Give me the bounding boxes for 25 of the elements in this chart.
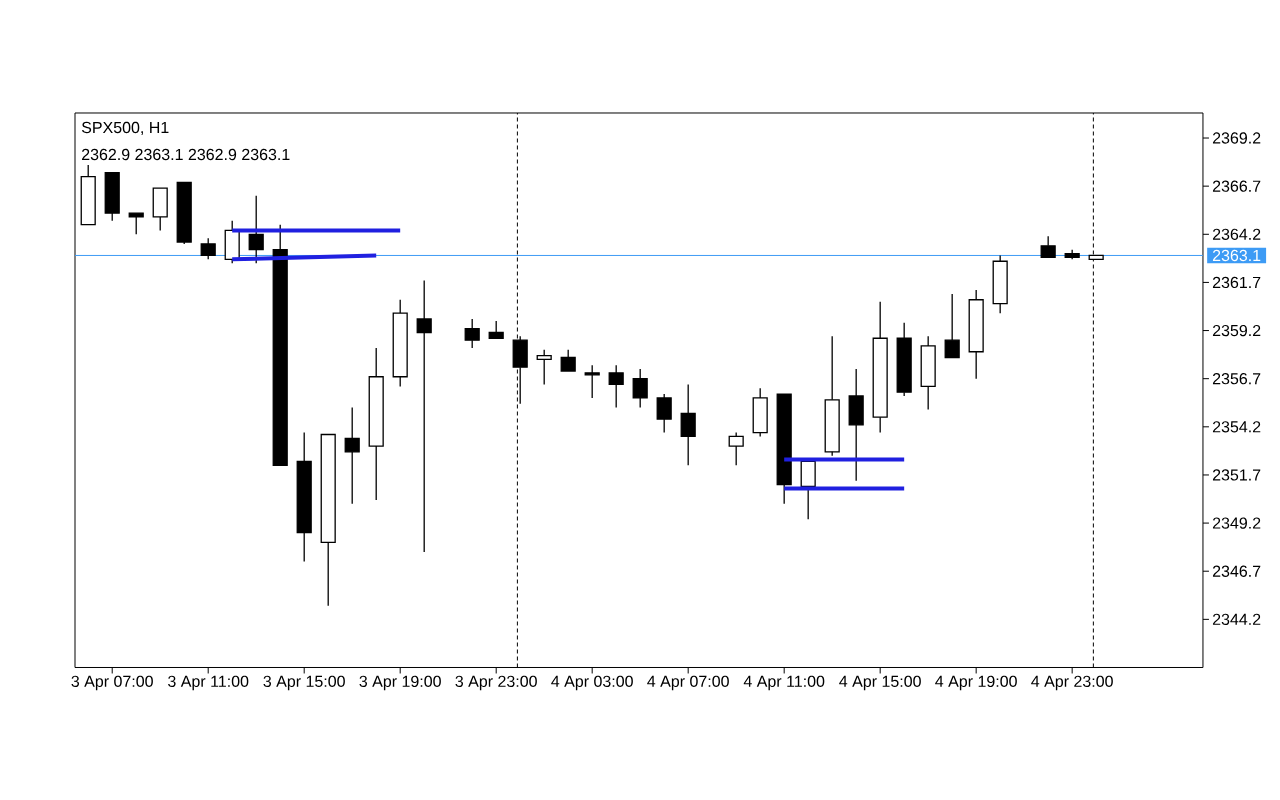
chart-title: SPX500, H1 [81, 121, 169, 136]
y-tick-label: 2366.7 [1212, 180, 1261, 192]
y-tick-label: 2346.7 [1212, 565, 1261, 577]
x-tick-label: 4 Apr 07:00 [647, 675, 729, 691]
x-tick-label: 4 Apr 03:00 [551, 675, 633, 691]
text: 2362.9 2363.1 2362.9 2363.1 [82, 148, 290, 161]
x-tick-label: 3 Apr 11:00 [168, 675, 249, 691]
y-tick-label: 2354.2 [1212, 421, 1261, 433]
y-tick-label: 2356.7 [1212, 373, 1261, 385]
ref-line-label: 2363.1 [1212, 249, 1261, 262]
y-tick-label: 2349.2 [1212, 517, 1261, 529]
x-tick-label: 3 Apr 07:00 [71, 675, 153, 691]
y-tick-label: 2344.2 [1212, 613, 1261, 626]
x-tick-label: 3 Apr 19:00 [359, 675, 441, 691]
y-tick-label: 2369.2 [1212, 132, 1261, 144]
y-tick-label: 2361.7 [1212, 276, 1261, 289]
y-tick-label: 2364.2 [1212, 228, 1261, 240]
x-tick-label: 3 Apr 15:00 [263, 675, 345, 691]
y-tick-label: 2351.7 [1212, 469, 1261, 481]
x-tick-label: 4 Apr 11:00 [743, 675, 825, 691]
x-tick-label: 4 Apr 19:00 [935, 675, 1017, 691]
x-tick-label: 4 Apr 23:00 [1031, 675, 1113, 691]
y-tick-label: 2359.2 [1212, 324, 1261, 337]
x-tick-label: 4 Apr 15:00 [839, 675, 921, 691]
x-tick-label: 3 Apr 23:00 [455, 675, 537, 691]
